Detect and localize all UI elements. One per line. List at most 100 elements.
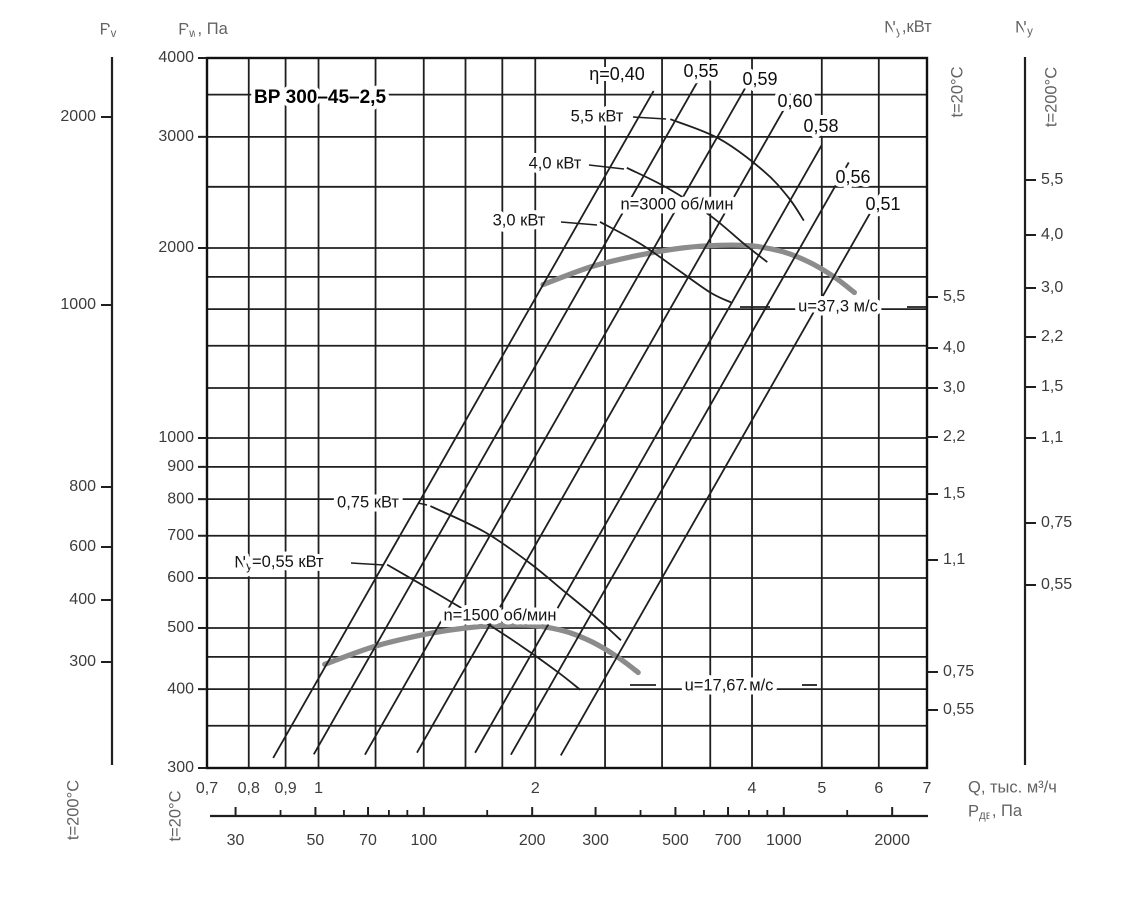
n200-tick-label: 0,75	[1041, 514, 1072, 531]
pdv-tick-label: 2000	[874, 832, 910, 849]
efficiency-line-0-56	[510, 161, 850, 756]
pdv-tick-label: 50	[307, 832, 325, 849]
n200-tick-label: 2,2	[1041, 328, 1063, 345]
q-tick-label: 5	[817, 780, 826, 797]
pdv-axis-title: Pдв, Па	[968, 802, 1023, 822]
n20-temp-label: t=20°C	[948, 66, 966, 117]
pw-temp-label: t=20°C	[166, 790, 184, 841]
label-eta-0-58: 0,58	[803, 116, 838, 136]
label-power-0-75-kw: 0,75 кВт	[337, 493, 399, 511]
label-eta-0-59: 0,59	[742, 69, 777, 89]
pw-tick-label: 2000	[158, 239, 194, 256]
pdv-tick-label: 200	[519, 832, 546, 849]
pw-tick-label: 4000	[158, 49, 194, 66]
pdv-tick-label: 70	[359, 832, 377, 849]
chart-title: ВР 300–45–2,5	[254, 87, 386, 108]
power-curve-5-5-kw	[669, 118, 805, 222]
pv-axis	[101, 57, 114, 765]
power-label-leader	[632, 116, 667, 120]
pw-axis-title: Pw, Па	[178, 20, 228, 40]
n20-tick-label: 3,0	[943, 379, 965, 396]
label-eta-0-4: η=0,40	[589, 64, 645, 84]
efficiency-line-0-6	[416, 93, 794, 754]
label-power-5-5-kw: 5,5 кВт	[571, 107, 624, 125]
pv-tick-label: 1000	[60, 296, 96, 313]
q-axis-title: Q, тыс. м³/ч	[968, 778, 1057, 796]
n200-tick-label: 3,0	[1041, 279, 1063, 296]
fan-curve-n1500	[322, 622, 641, 676]
power-curves	[350, 116, 805, 691]
label-power-0-55-kw: Ny=0,55 кВт	[234, 553, 324, 573]
pdv-tick-label: 1000	[766, 832, 802, 849]
q-tick-label: 6	[874, 780, 883, 797]
power-curve-0-55-kw	[386, 563, 581, 691]
pdv-axis	[210, 807, 928, 818]
n20-tick-label: 1,1	[943, 551, 965, 568]
n20-axis	[927, 296, 938, 711]
label-rpm-n3000: n=3000 об/мин	[621, 195, 734, 213]
pw-tick-label: 300	[167, 759, 194, 776]
label-power-3-kw: 3,0 кВт	[493, 211, 546, 229]
label-power-4-kw: 4,0 кВт	[529, 154, 582, 172]
label-rpm-n1500: n=1500 об/мин	[444, 606, 557, 624]
plot-grid	[205, 56, 929, 770]
plot-border	[205, 56, 929, 770]
efficiency-line-0-58	[474, 144, 823, 754]
n20-tick-label: 2,2	[943, 428, 965, 445]
label-eta-0-56: 0,56	[835, 167, 870, 187]
power-label-leader	[588, 164, 625, 170]
n20-axis-title: Ny,кВт	[884, 18, 932, 38]
pw-tick-label: 3000	[158, 128, 194, 145]
pdv-tick-label: 700	[715, 832, 742, 849]
label-tip-speed: u=17,67 м/с	[685, 676, 774, 694]
pv-tick-label: 600	[69, 538, 96, 555]
pv-tick-label: 2000	[60, 108, 96, 125]
power-curve-4-kw	[626, 166, 768, 263]
pdv-tick-label: 300	[582, 832, 609, 849]
n200-tick-label: 1,1	[1041, 429, 1063, 446]
pw-tick-label: 800	[167, 490, 194, 507]
n200-tick-label: 0,55	[1041, 576, 1072, 593]
n200-tick-label: 1,5	[1041, 378, 1063, 395]
n200-axis	[1023, 57, 1036, 765]
pw-tick-label: 900	[167, 458, 194, 475]
pw-tick-label: 700	[167, 527, 194, 544]
efficiency-line-0-51	[559, 206, 875, 756]
power-label-leader	[417, 502, 428, 506]
q-tick-label: 0,9	[274, 780, 296, 797]
n20-tick-label: 0,75	[943, 663, 974, 680]
q-tick-label: 0,8	[238, 780, 260, 797]
pw-tick-label: 600	[167, 569, 194, 586]
pdv-tick-label: 500	[662, 832, 689, 849]
pdv-tick-label: 30	[227, 832, 245, 849]
q-tick-label: 2	[531, 780, 540, 797]
q-tick-label: 4	[748, 780, 757, 797]
q-tick-label: 1	[314, 780, 323, 797]
label-eta-0-51: 0,51	[865, 194, 900, 214]
n200-temp-label: t=200°C	[1042, 67, 1060, 127]
q-tick-label: 0,7	[196, 780, 218, 797]
pw-tick-label: 400	[167, 680, 194, 697]
n200-axis-title: Ny	[1015, 18, 1033, 38]
pv-axis-title: Pv	[100, 20, 117, 40]
power-label-leader	[350, 562, 385, 566]
n20-tick-label: 0,55	[943, 701, 974, 718]
power-label-leader	[560, 221, 598, 226]
efficiency-line-0-4	[272, 90, 655, 759]
n200-tick-label: 4,0	[1041, 226, 1063, 243]
label-eta-0-55: 0,55	[683, 61, 718, 81]
pv-tick-label: 800	[69, 478, 96, 495]
pw-tick-label: 500	[167, 619, 194, 636]
power-curve-3-kw	[599, 221, 732, 304]
pv-tick-label: 400	[69, 591, 96, 608]
efficiency-lines	[272, 79, 875, 759]
n200-tick-label: 5,5	[1041, 171, 1063, 188]
n20-tick-label: 5,5	[943, 288, 965, 305]
fan-curve-n3000	[540, 242, 857, 296]
pdv-tick-label: 100	[410, 832, 437, 849]
pw-tick-label: 1000	[158, 429, 194, 446]
label-eta-0-6: 0,60	[777, 91, 812, 111]
